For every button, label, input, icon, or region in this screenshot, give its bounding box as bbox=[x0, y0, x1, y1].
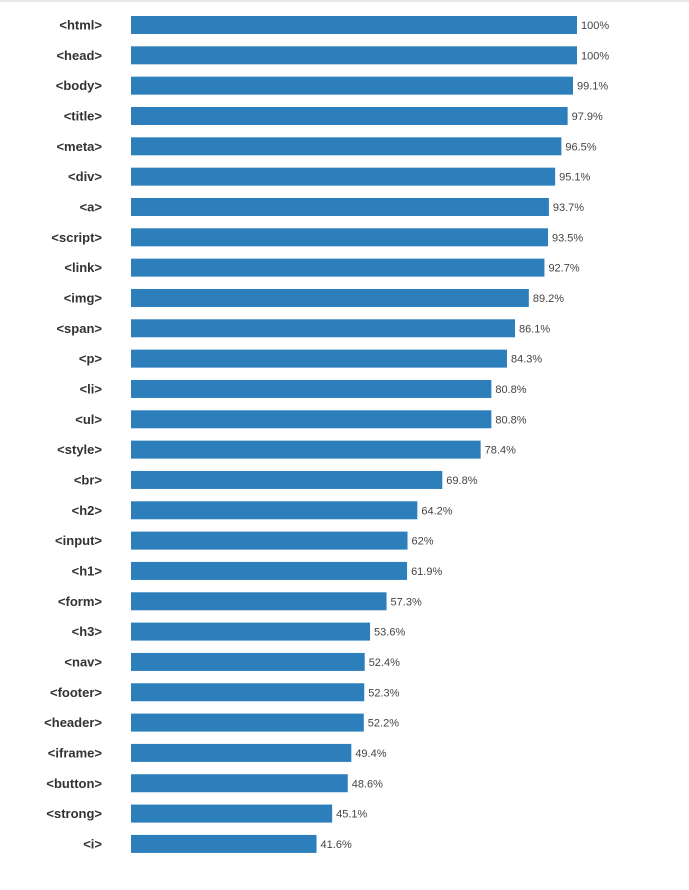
bar-title bbox=[131, 106, 568, 125]
value-label-link: 92.7% bbox=[548, 263, 579, 275]
bar-i bbox=[131, 834, 317, 853]
bar-a bbox=[131, 197, 549, 216]
category-label-h2: <h2> bbox=[72, 503, 103, 518]
value-label-script: 93.5% bbox=[552, 232, 583, 244]
category-label-form: <form> bbox=[58, 594, 102, 609]
category-label-input: <input> bbox=[55, 533, 102, 548]
category-label-a: <a> bbox=[80, 199, 103, 214]
category-label-link: <link> bbox=[64, 260, 102, 275]
bar-h1 bbox=[131, 561, 408, 580]
bar-strong bbox=[131, 804, 333, 823]
bar-body bbox=[131, 76, 573, 95]
bar-link bbox=[131, 258, 545, 277]
value-label-title: 97.9% bbox=[572, 111, 603, 123]
value-label-h2: 64.2% bbox=[421, 505, 452, 517]
bar-img bbox=[131, 288, 529, 307]
value-label-html: 100% bbox=[581, 20, 609, 32]
value-label-ul: 80.8% bbox=[495, 414, 526, 426]
category-label-h3: <h3> bbox=[72, 624, 103, 639]
category-label-img: <img> bbox=[64, 290, 103, 305]
category-label-p: <p> bbox=[79, 351, 103, 366]
value-label-span: 86.1% bbox=[519, 323, 550, 335]
value-label-div: 95.1% bbox=[559, 172, 590, 184]
category-label-i: <i> bbox=[83, 836, 102, 851]
bar-p bbox=[131, 349, 507, 368]
value-label-img: 89.2% bbox=[533, 293, 564, 305]
category-label-div: <div> bbox=[68, 169, 102, 184]
value-label-head: 100% bbox=[581, 50, 609, 62]
bar-iframe bbox=[131, 743, 352, 762]
value-label-header: 52.2% bbox=[368, 718, 399, 730]
bar-head bbox=[131, 46, 577, 65]
value-label-input: 62% bbox=[412, 536, 434, 548]
bar-h2 bbox=[131, 501, 418, 520]
category-label-body: <body> bbox=[56, 78, 103, 93]
bar-form bbox=[131, 592, 387, 611]
value-label-nav: 52.4% bbox=[369, 657, 400, 669]
category-label-li: <li> bbox=[80, 381, 103, 396]
bar-button bbox=[131, 774, 348, 793]
value-label-strong: 45.1% bbox=[336, 809, 367, 821]
category-label-header: <header> bbox=[44, 715, 102, 730]
bar-nav bbox=[131, 652, 365, 671]
value-label-i: 41.6% bbox=[321, 839, 352, 851]
category-label-strong: <strong> bbox=[46, 806, 102, 821]
value-label-br: 69.8% bbox=[446, 475, 477, 487]
bar-h3 bbox=[131, 622, 371, 641]
value-label-style: 78.4% bbox=[485, 445, 516, 457]
bar-ul bbox=[131, 410, 492, 429]
value-label-footer: 52.3% bbox=[368, 687, 399, 699]
value-label-h1: 61.9% bbox=[411, 566, 442, 578]
value-label-body: 99.1% bbox=[577, 81, 608, 93]
bar-footer bbox=[131, 683, 365, 702]
bar-input bbox=[131, 531, 408, 550]
category-label-h1: <h1> bbox=[72, 563, 103, 578]
category-label-meta: <meta> bbox=[56, 139, 102, 154]
category-label-style: <style> bbox=[57, 442, 102, 457]
category-label-button: <button> bbox=[46, 776, 102, 791]
category-label-footer: <footer> bbox=[50, 685, 102, 700]
bar-br bbox=[131, 470, 443, 489]
category-label-br: <br> bbox=[74, 472, 103, 487]
bar-meta bbox=[131, 137, 562, 156]
category-label-span: <span> bbox=[56, 321, 102, 336]
category-label-ul: <ul> bbox=[75, 412, 102, 427]
bar-header bbox=[131, 713, 364, 732]
bar-span bbox=[131, 319, 516, 338]
category-label-nav: <nav> bbox=[64, 654, 102, 669]
value-label-p: 84.3% bbox=[511, 354, 542, 366]
value-label-a: 93.7% bbox=[553, 202, 584, 214]
value-label-h3: 53.6% bbox=[374, 627, 405, 639]
value-label-iframe: 49.4% bbox=[355, 748, 386, 760]
bar-script bbox=[131, 228, 549, 247]
bar-div bbox=[131, 167, 556, 186]
category-label-iframe: <iframe> bbox=[48, 745, 103, 760]
value-label-li: 80.8% bbox=[495, 384, 526, 396]
bar-li bbox=[131, 379, 492, 398]
value-label-button: 48.6% bbox=[352, 778, 383, 790]
category-label-html: <html> bbox=[59, 18, 102, 33]
value-label-meta: 96.5% bbox=[565, 141, 596, 153]
top-divider bbox=[0, 0, 689, 2]
bar-html bbox=[131, 16, 577, 34]
category-label-head: <head> bbox=[56, 48, 102, 63]
value-label-form: 57.3% bbox=[391, 596, 422, 608]
category-label-title: <title> bbox=[64, 108, 103, 123]
bar-style bbox=[131, 440, 481, 459]
category-label-script: <script> bbox=[51, 230, 102, 245]
